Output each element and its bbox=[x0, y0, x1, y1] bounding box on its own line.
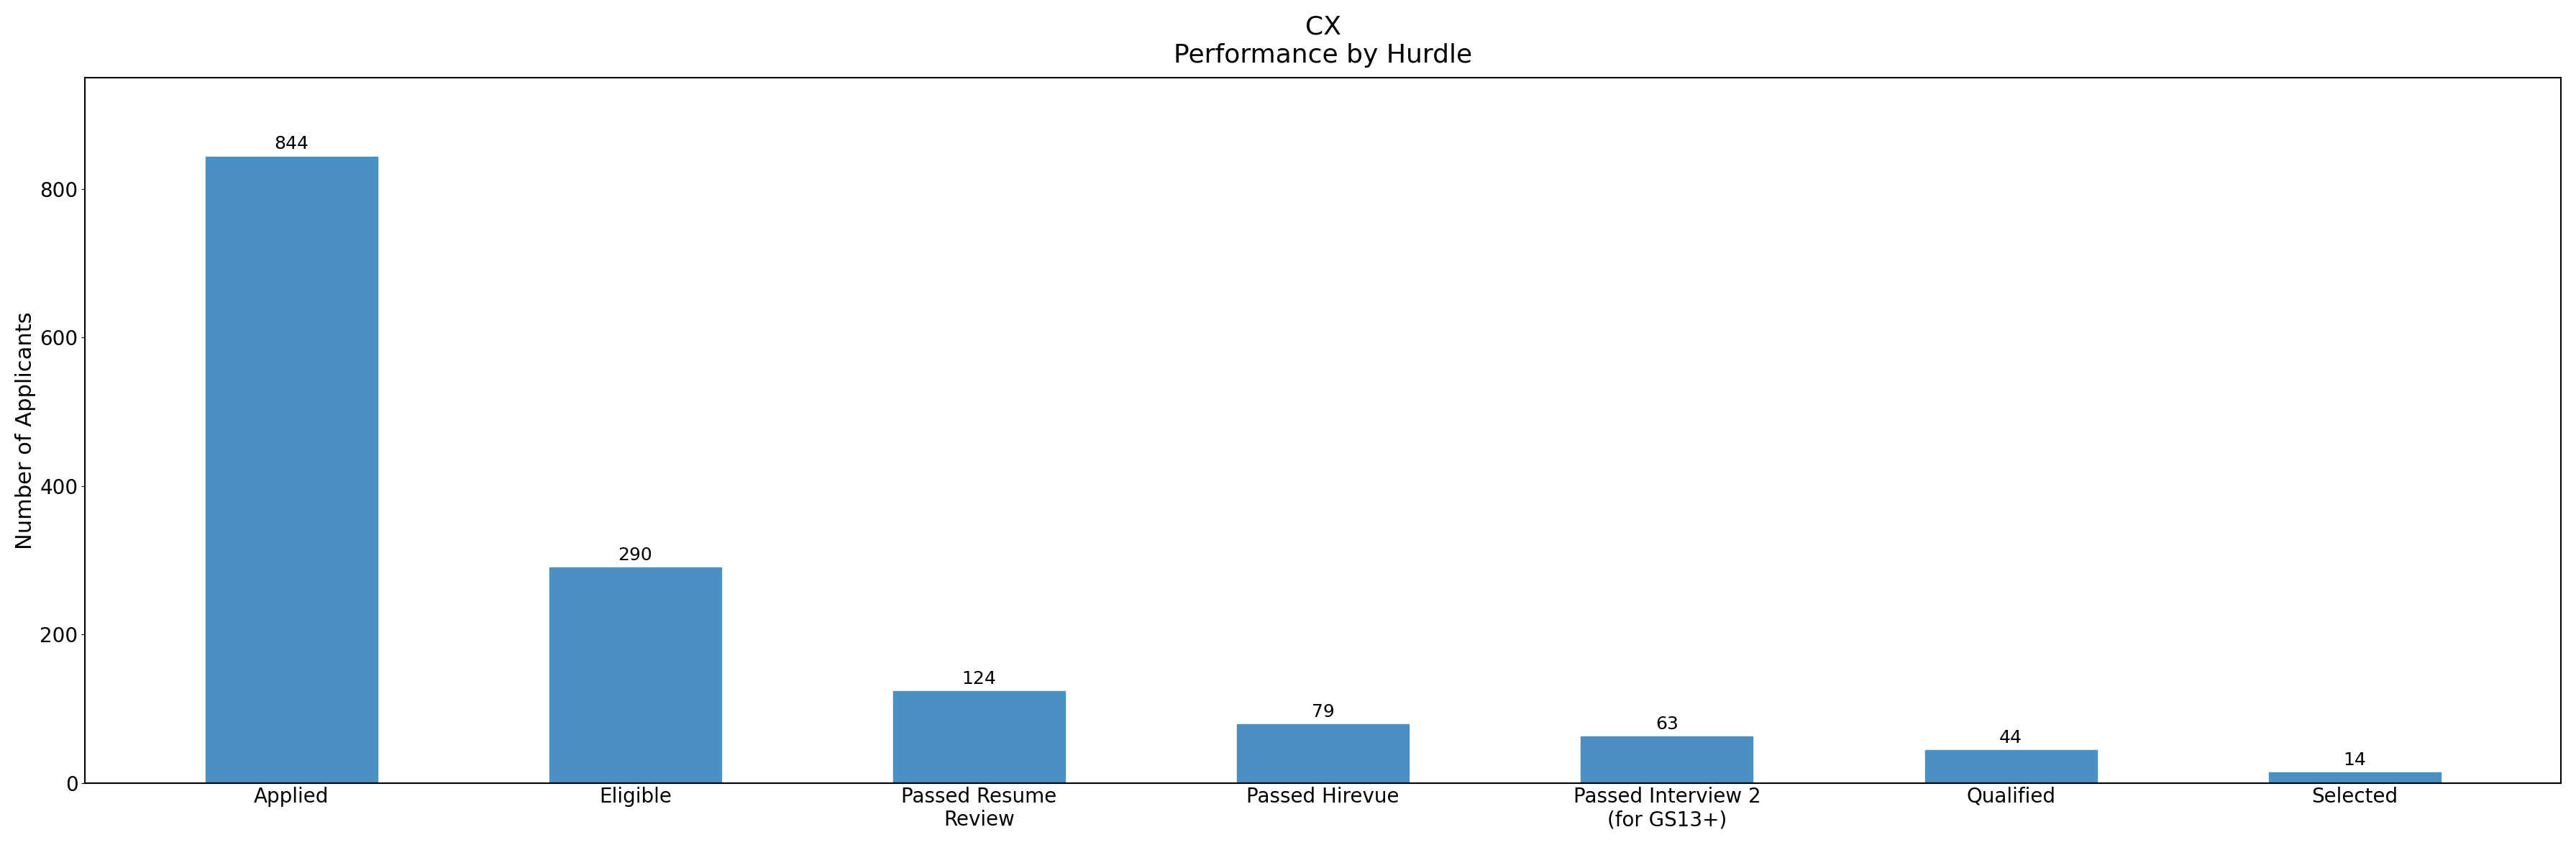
Bar bbox=[1582, 736, 1752, 783]
Bar bbox=[206, 156, 376, 783]
Text: 844: 844 bbox=[273, 135, 309, 153]
Bar bbox=[1924, 750, 2097, 783]
Title: CX
Performance by Hurdle: CX Performance by Hurdle bbox=[1175, 15, 1473, 68]
Bar bbox=[549, 568, 721, 783]
Y-axis label: Number of Applicants: Number of Applicants bbox=[15, 312, 36, 549]
Text: 63: 63 bbox=[1656, 716, 1680, 733]
Text: 290: 290 bbox=[618, 547, 652, 564]
Text: 79: 79 bbox=[1311, 703, 1334, 721]
Bar bbox=[1236, 724, 1409, 783]
Text: 14: 14 bbox=[2344, 752, 2367, 769]
Text: 44: 44 bbox=[1999, 729, 2022, 747]
Bar bbox=[2269, 772, 2439, 783]
Bar bbox=[894, 691, 1064, 783]
Text: 124: 124 bbox=[961, 670, 997, 687]
